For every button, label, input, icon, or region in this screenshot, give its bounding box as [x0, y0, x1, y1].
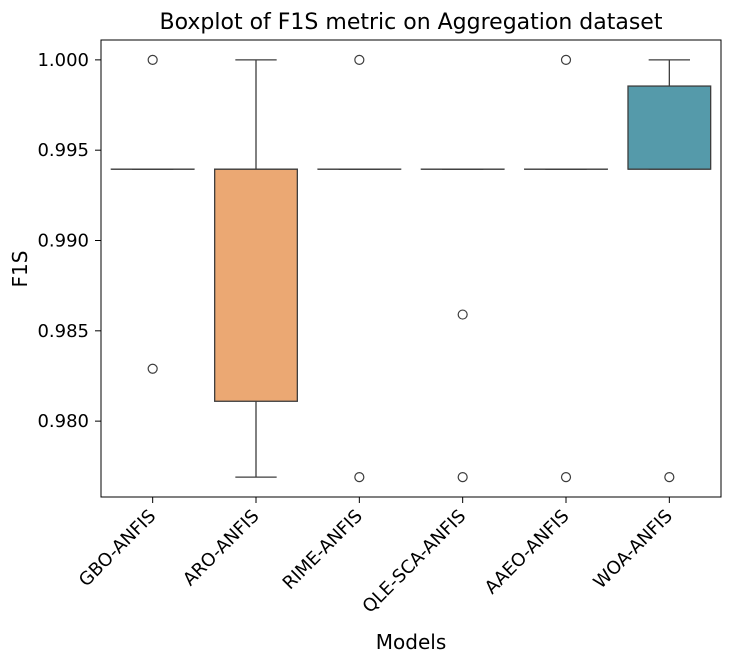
box-group — [317, 54, 402, 483]
y-tick-label: 0.980 — [37, 411, 89, 432]
y-axis: 0.980 0.985 0.990 0.995 1.000 — [37, 50, 101, 432]
y-tick-label: 0.990 — [37, 231, 89, 252]
box-group — [110, 54, 195, 374]
x-tick-label: WOA-ANFIS — [590, 506, 677, 593]
x-tick-label: ARO-ANFIS — [179, 506, 263, 590]
y-axis-title: F1S — [8, 251, 32, 288]
x-axis-title: Models — [376, 630, 446, 654]
box-group — [524, 54, 608, 483]
outlier-point — [147, 363, 158, 374]
outlier-point — [354, 54, 365, 65]
chart-title: Boxplot of F1S metric on Aggregation dat… — [160, 10, 663, 35]
x-tick-label: QLE-SCA-ANFIS — [359, 506, 471, 618]
outlier-point — [560, 54, 572, 65]
y-tick-label: 0.985 — [37, 321, 89, 342]
plot-frame — [100, 39, 722, 498]
y-tick-label: 0.995 — [37, 140, 89, 161]
outlier-point — [354, 472, 365, 483]
x-tick-label: GBO-ANFIS — [75, 506, 160, 591]
outlier-point — [457, 472, 468, 483]
x-axis: GBO-ANFIS ARO-ANFIS RIME-ANFISQLE-SCA-ANFI… — [75, 497, 677, 617]
x-tick-label: RIME-ANFIS — [279, 506, 367, 594]
box-group — [627, 59, 712, 483]
outlier-point — [457, 309, 468, 320]
box-iqr — [214, 168, 298, 402]
outlier-point — [147, 54, 158, 65]
x-tick-label: AAEO-ANFIS — [481, 506, 574, 599]
outlier-point — [560, 472, 572, 483]
box-group — [214, 59, 298, 478]
y-tick-label: 1.000 — [37, 50, 89, 71]
box-group — [420, 168, 505, 483]
outlier-point — [664, 472, 675, 483]
box-iqr — [627, 85, 712, 170]
plot-area — [100, 39, 722, 498]
